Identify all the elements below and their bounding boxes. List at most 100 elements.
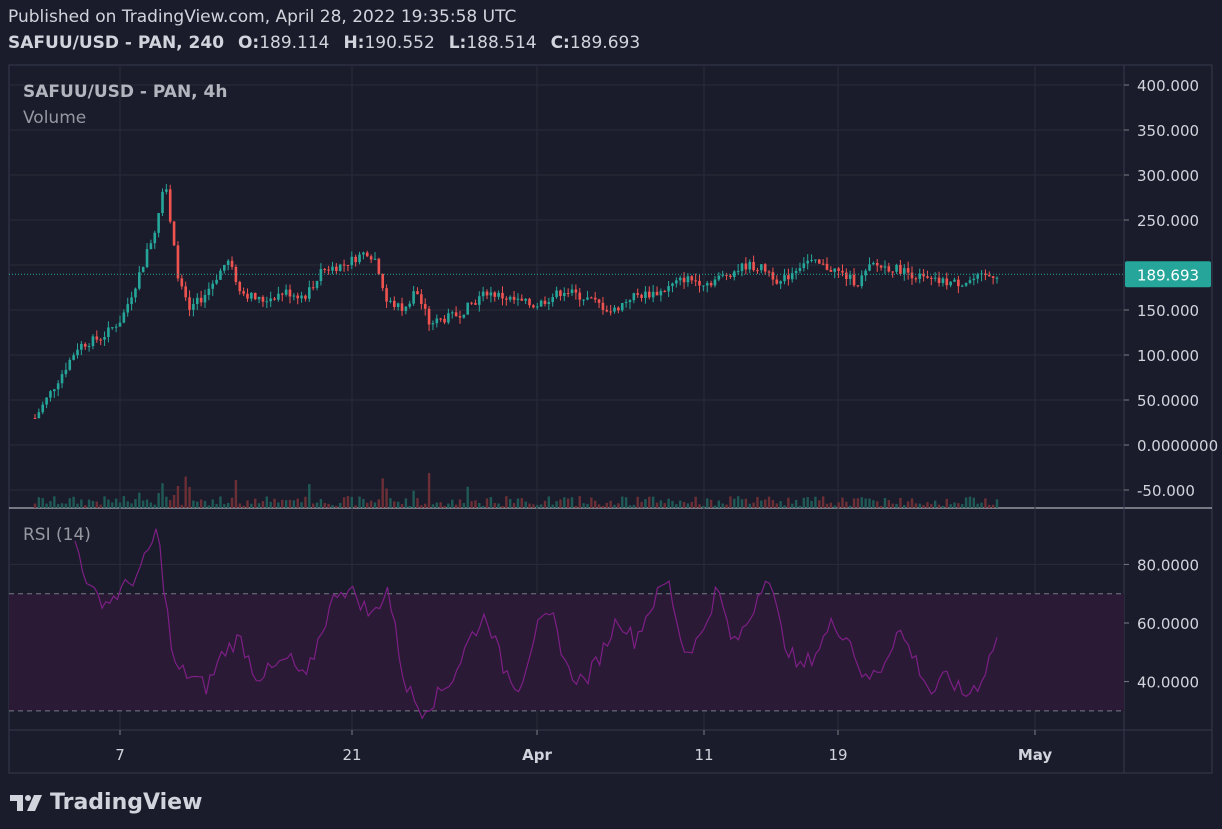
candle-body — [195, 297, 199, 304]
candle-body — [783, 275, 786, 282]
volume-bar — [980, 502, 983, 508]
rsi-axis[interactable]: 80.0000 60.0000 40.0000 — [1124, 556, 1199, 692]
volume-bar — [918, 503, 921, 508]
published-line: Published on TradingView.com, April 28, … — [8, 7, 517, 27]
price-tick-label: 400.000 — [1137, 77, 1199, 95]
volume-bar — [122, 496, 126, 508]
volume-bar — [454, 504, 458, 508]
volume-bar — [238, 503, 241, 508]
volume-bar — [234, 480, 238, 508]
volume-bar — [331, 505, 334, 508]
candle-body — [744, 263, 748, 270]
candle-body — [385, 288, 388, 302]
candle-body — [265, 301, 269, 303]
candle-body — [543, 300, 547, 304]
candle-body — [559, 290, 562, 297]
candle-body — [690, 276, 694, 281]
volume-bar — [961, 504, 964, 508]
volume-bar — [752, 502, 755, 508]
volume-bar — [775, 503, 778, 508]
price-tick-label: 0.0000000 — [1137, 437, 1218, 455]
candle-body — [253, 292, 257, 300]
candle-body — [114, 326, 118, 328]
candle-body — [284, 289, 288, 295]
volume-bar — [702, 505, 705, 508]
candle-body — [910, 272, 914, 279]
candle-body — [365, 252, 369, 257]
candle-body — [671, 283, 674, 287]
volume-bar — [308, 484, 311, 508]
candle-body — [779, 281, 782, 284]
candle-body — [899, 264, 902, 274]
volume-bar — [972, 497, 976, 508]
volume-bar — [37, 497, 41, 508]
volume-bar — [644, 499, 647, 508]
candle-body — [489, 292, 493, 296]
volume-bar — [930, 504, 933, 508]
candle-body — [628, 300, 632, 303]
volume-bar — [876, 501, 879, 508]
volume-bar — [949, 504, 952, 508]
price-tick-label: 350.000 — [1137, 122, 1199, 140]
candle-body — [725, 274, 728, 276]
candle-body — [802, 263, 806, 269]
legend-symbol[interactable]: SAFUU/USD - PAN, 4h — [23, 82, 227, 102]
close-label: C: — [550, 33, 570, 53]
candle-body — [848, 274, 852, 279]
volume-bar — [230, 497, 234, 508]
candle-body — [678, 277, 682, 281]
rsi-series-line — [74, 528, 998, 720]
volume-bar — [339, 502, 342, 508]
volume-bar — [95, 501, 99, 508]
volume-bar — [756, 496, 759, 508]
volume-bar — [161, 483, 164, 508]
volume-bar — [582, 503, 585, 508]
candle-body — [771, 272, 775, 280]
candle-body — [141, 267, 145, 273]
candle-body — [149, 243, 153, 250]
candle-body — [203, 295, 207, 303]
candle-body — [875, 263, 879, 266]
candle-body — [856, 285, 860, 287]
candle-body — [157, 213, 160, 233]
candle-body — [427, 308, 431, 325]
candle-body — [83, 343, 87, 347]
volume-bar — [906, 501, 910, 508]
candle-body — [617, 307, 620, 311]
candle-body — [987, 275, 991, 277]
legend-rsi[interactable]: RSI (14) — [23, 525, 91, 545]
candle-body — [551, 297, 555, 303]
candle-body — [122, 312, 126, 323]
volume-bar — [311, 503, 315, 508]
time-axis[interactable]: 7 21 Apr 11 19 May — [115, 730, 1052, 764]
candle-body — [520, 298, 524, 301]
candle-body — [423, 303, 427, 309]
volume-bar — [524, 501, 527, 508]
candle-body — [99, 339, 102, 341]
legend-volume[interactable]: Volume — [23, 108, 86, 128]
volume-bar — [366, 502, 369, 508]
candle-body — [447, 313, 450, 323]
candle-body — [949, 281, 952, 286]
volume-bar — [45, 503, 48, 508]
volume-bar — [806, 497, 809, 508]
volume-bar — [354, 505, 357, 508]
volume-bar — [373, 502, 377, 508]
volume-bar — [485, 498, 489, 508]
candle-body — [632, 293, 636, 301]
rsi-tick-label: 60.0000 — [1137, 615, 1199, 633]
candle-body — [976, 274, 979, 279]
volume-bar — [968, 496, 972, 508]
candle-body — [640, 294, 643, 298]
volume-bar — [964, 497, 968, 508]
volume-bar — [257, 503, 261, 508]
candle-body — [145, 249, 149, 268]
candle-body — [246, 293, 249, 299]
candle-body — [798, 268, 802, 271]
volume-bar — [111, 502, 114, 508]
volume-bar — [153, 504, 156, 508]
price-axis[interactable]: 400.000 350.000 300.000 250.000 150.000 100.0… — [1124, 77, 1218, 500]
candle-body — [918, 273, 922, 279]
tradingview-logo[interactable]: TradingView — [10, 790, 202, 815]
